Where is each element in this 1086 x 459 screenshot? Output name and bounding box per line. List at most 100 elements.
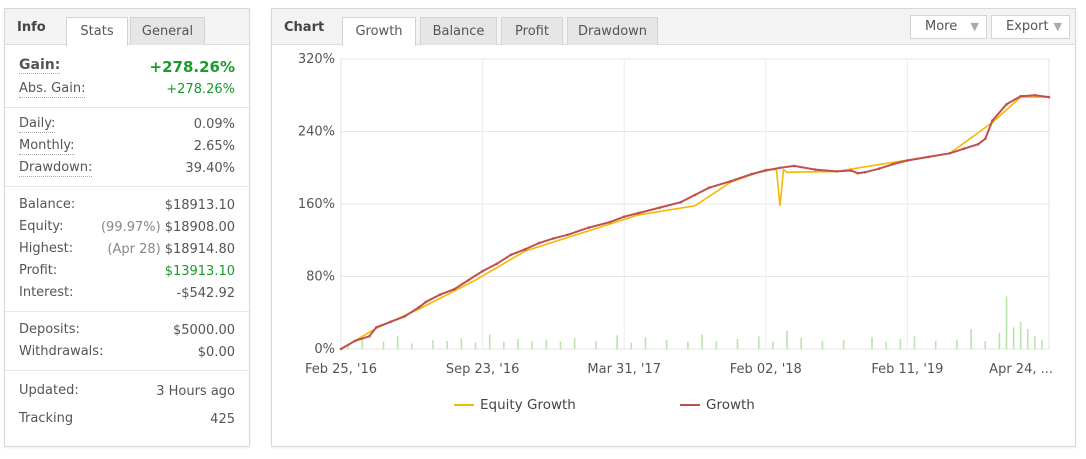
- volume-bar: [871, 337, 873, 349]
- tracking-row: Tracking 425: [19, 409, 235, 431]
- growth-point: [835, 170, 838, 173]
- volume-bar: [1019, 321, 1022, 349]
- x-tick-label: Sep 23, '16: [446, 362, 520, 377]
- volume-bar: [396, 336, 399, 349]
- highest-value: $18914.80: [164, 242, 235, 257]
- y-tick-label: 0%: [314, 342, 335, 357]
- growth-point: [707, 186, 711, 189]
- monthly-label[interactable]: Monthly:: [19, 138, 75, 155]
- volume-bar: [687, 341, 689, 349]
- info-title: Info: [17, 20, 46, 35]
- stats-list: Gain: +278.26% Abs. Gain: +278.26% Daily…: [5, 45, 249, 437]
- meta-section: Updated: 3 Hours ago Tracking 425: [5, 371, 249, 437]
- equity-value: $18908.00: [164, 220, 235, 235]
- tab-profit[interactable]: Profit: [501, 17, 563, 45]
- gain-label[interactable]: Gain:: [19, 57, 61, 74]
- drawdown-value: 39.40%: [185, 161, 235, 176]
- legend-growth[interactable]: Growth: [680, 397, 755, 413]
- balance-label: Balance:: [19, 197, 76, 212]
- drawdown-label[interactable]: Drawdown:: [19, 160, 93, 177]
- growth-point: [403, 315, 407, 318]
- interest-label: Interest:: [19, 285, 74, 300]
- withdrawals-value: $0.00: [197, 345, 235, 360]
- volume-bar: [736, 339, 739, 349]
- export-label: Export: [1006, 19, 1049, 34]
- tab-general[interactable]: General: [130, 17, 205, 45]
- legend-growth-label: Growth: [706, 397, 755, 413]
- growth-point: [856, 171, 860, 175]
- more-button[interactable]: More ▼: [910, 15, 987, 39]
- equity-label: Equity:: [19, 219, 64, 234]
- volume-bar: [701, 334, 703, 349]
- growth-point: [906, 159, 909, 162]
- volume-bar: [503, 341, 505, 349]
- volume-bar: [347, 344, 349, 349]
- y-tick-label: 240%: [298, 125, 335, 140]
- volume-bar: [842, 339, 845, 349]
- tracking-value: 425: [210, 412, 235, 427]
- y-tick-label: 160%: [298, 197, 335, 212]
- growth-point: [339, 347, 343, 351]
- growth-point: [452, 287, 456, 291]
- growth-point: [438, 293, 442, 296]
- volume-bar: [460, 338, 463, 349]
- growth-point: [1047, 95, 1051, 99]
- profit-label: Profit:: [19, 263, 58, 278]
- growth-point: [927, 155, 930, 159]
- abs-gain-label[interactable]: Abs. Gain:: [19, 81, 86, 98]
- gain-row: Gain: +278.26%: [19, 55, 235, 79]
- abs-gain-value: +278.26%: [166, 82, 235, 97]
- highest-row: Highest: (Apr 28) $18914.80: [19, 239, 235, 261]
- volume-bar: [715, 340, 718, 349]
- volume-bar: [361, 338, 364, 349]
- volume-bar: [934, 340, 937, 349]
- volume-bar: [1041, 339, 1043, 349]
- highest-value-wrap: (Apr 28) $18914.80: [107, 239, 235, 261]
- growth-point: [764, 169, 768, 172]
- daily-label[interactable]: Daily:: [19, 116, 56, 133]
- volume-bar: [474, 342, 477, 349]
- growth-point: [523, 248, 527, 251]
- legend-equity-growth[interactable]: Equity Growth: [454, 397, 576, 413]
- growth-point: [948, 151, 952, 155]
- equity-percent: (99.97%): [100, 220, 161, 235]
- growth-point: [658, 206, 661, 209]
- volume-bar: [545, 339, 548, 349]
- volume-bar: [1005, 296, 1008, 349]
- growth-point: [1005, 103, 1008, 106]
- volume-bar: [885, 341, 887, 349]
- abs-gain-row: Abs. Gain: +278.26%: [19, 79, 235, 101]
- account-section: Balance: $18913.10 Equity: (99.97%) $1890…: [5, 187, 249, 312]
- gain-section: Gain: +278.26% Abs. Gain: +278.26%: [5, 45, 249, 108]
- growth-point: [679, 200, 683, 204]
- rates-section: Daily: 0.09% Monthly: 2.65% Drawdown: 39…: [5, 108, 249, 187]
- tab-drawdown[interactable]: Drawdown: [567, 17, 658, 45]
- growth-point: [481, 269, 484, 273]
- deposits-value: $5000.00: [172, 323, 235, 338]
- equity-row: Equity: (99.97%) $18908.00: [19, 217, 235, 239]
- daily-row: Daily: 0.09%: [19, 114, 235, 136]
- volume-bar: [531, 340, 533, 349]
- volume-bar: [595, 340, 597, 349]
- x-tick-label: Mar 31, '17: [587, 362, 661, 377]
- growth-point: [509, 253, 513, 257]
- growth-point: [849, 169, 853, 172]
- volume-bar: [644, 337, 647, 349]
- tab-stats[interactable]: Stats: [66, 17, 128, 46]
- x-tick-label: Feb 02, '18: [730, 362, 802, 377]
- info-tabbar: Info Stats General: [5, 9, 249, 46]
- growth-point: [537, 241, 541, 245]
- drawdown-row: Drawdown: 39.40%: [19, 158, 235, 180]
- growth-point: [891, 162, 895, 166]
- highest-label: Highest:: [19, 241, 74, 256]
- tab-growth[interactable]: Growth: [342, 17, 416, 46]
- volume-bar: [772, 341, 774, 349]
- export-button[interactable]: Export ▼: [991, 15, 1070, 39]
- info-panel: Info Stats General Gain: +278.26% Abs. G…: [4, 8, 250, 447]
- growth-point: [877, 167, 881, 170]
- volume-bar: [956, 339, 958, 349]
- equity-value-wrap: (99.97%) $18908.00: [101, 217, 235, 239]
- volume-bar: [1034, 336, 1036, 349]
- growth-chart[interactable]: 0% 80% 160% 240% 320% Feb 25, '16 Sep 23, '16 M…: [272, 45, 1075, 445]
- tab-balance[interactable]: Balance: [420, 17, 497, 45]
